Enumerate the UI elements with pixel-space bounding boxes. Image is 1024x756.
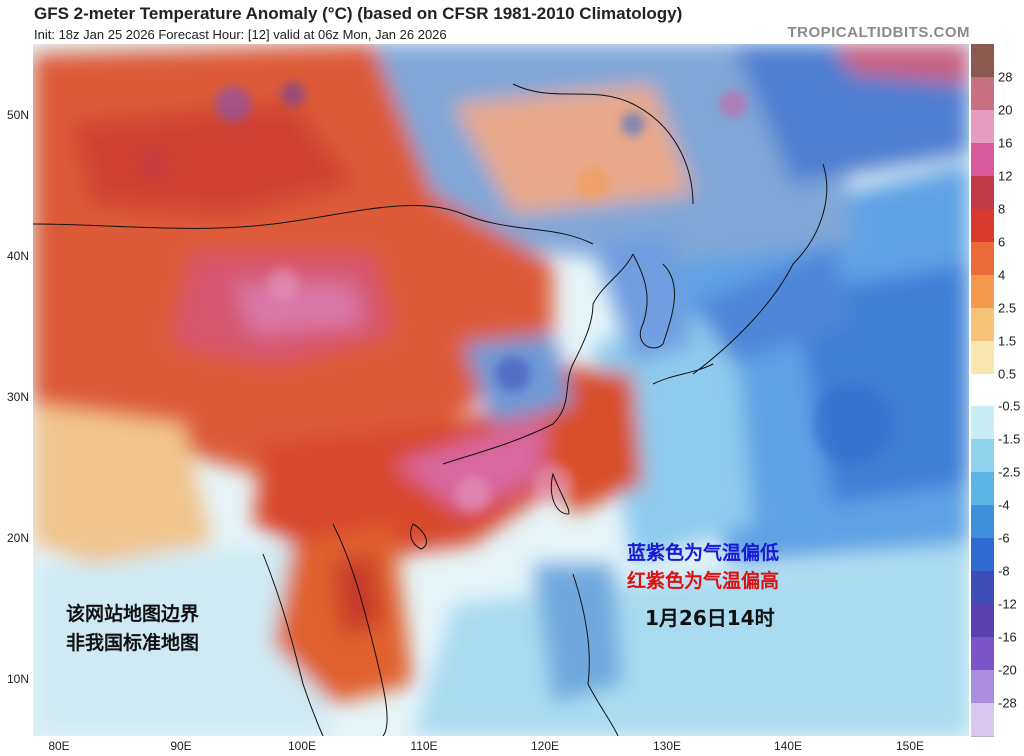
colorbar-swatch bbox=[971, 670, 994, 705]
date-note: 1月26日14时 bbox=[645, 606, 775, 630]
map-canvas bbox=[33, 44, 969, 736]
lon-label: 110E bbox=[410, 739, 438, 753]
colorbar-swatch bbox=[971, 44, 994, 78]
colorbar-label: 20 bbox=[998, 102, 1013, 118]
colorbar-label: 28 bbox=[998, 69, 1013, 85]
colorbar-label: 2.5 bbox=[998, 300, 1017, 316]
colorbar-label: 4 bbox=[998, 267, 1006, 283]
colorbar-swatch bbox=[971, 175, 994, 210]
blue-legend-note: 蓝紫色为气温偏低 bbox=[627, 542, 780, 564]
colorbar-swatch bbox=[971, 406, 994, 441]
colorbar-swatch bbox=[971, 208, 994, 243]
coastlines bbox=[33, 83, 828, 736]
lon-label: 120E bbox=[530, 739, 560, 753]
brand-watermark: TROPICALTIDBITS.COM bbox=[787, 24, 970, 41]
latitude-labels: 50N 40N 30N 20N 10N bbox=[0, 44, 33, 736]
colorbar-label: -4 bbox=[998, 497, 1010, 513]
anomaly-texture bbox=[139, 82, 893, 512]
colorbar-swatch bbox=[971, 505, 994, 540]
chart-title: GFS 2-meter Temperature Anomaly (°C) (ba… bbox=[34, 4, 683, 23]
colorbar-swatch bbox=[971, 340, 994, 375]
anomaly-field bbox=[33, 44, 969, 736]
colorbar-swatch bbox=[971, 439, 994, 474]
colorbar-label: 6 bbox=[998, 234, 1006, 250]
colorbar-label: 8 bbox=[998, 201, 1006, 217]
colorbar-swatch bbox=[971, 571, 994, 606]
colorbar-swatch bbox=[971, 142, 994, 177]
colorbar-label: -28 bbox=[998, 695, 1017, 711]
colorbar-swatch bbox=[971, 703, 994, 737]
longitude-labels: 80E 90E 100E 110E 120E 130E 140E 150E bbox=[33, 736, 969, 756]
lon-label: 130E bbox=[652, 739, 682, 753]
colorbar-label: -8 bbox=[998, 563, 1010, 579]
colorbar: 28 20 16 12 8 6 4 2.5 1.5 0.5 -0.5 -1.5 -2.5 -4 -6 -8 -1… bbox=[971, 44, 1024, 737]
colorbar-label: -12 bbox=[998, 596, 1017, 612]
colorbar-label: 16 bbox=[998, 135, 1013, 151]
colorbar-label: -1.5 bbox=[998, 431, 1021, 447]
lat-label: 10N bbox=[6, 672, 29, 686]
disclaimer-line: 非我国标准地图 bbox=[66, 632, 200, 654]
lat-label: 20N bbox=[6, 531, 29, 545]
colorbar-label: -16 bbox=[998, 629, 1017, 645]
colorbar-swatch bbox=[971, 274, 994, 309]
lon-label: 150E bbox=[895, 739, 925, 753]
colorbar-swatch bbox=[971, 109, 994, 144]
colorbar-swatch bbox=[971, 76, 994, 111]
chart-subtitle: Init: 18z Jan 25 2026 Forecast Hour: [12… bbox=[34, 27, 447, 42]
disclaimer-line: 该网站地图边界 bbox=[66, 603, 200, 625]
colorbar-label: 12 bbox=[998, 168, 1013, 184]
colorbar-swatch bbox=[971, 637, 994, 672]
lon-label: 140E bbox=[773, 739, 803, 753]
colorbar-label: -20 bbox=[998, 662, 1017, 678]
colorbar-swatch bbox=[971, 307, 994, 342]
lon-label: 90E bbox=[170, 739, 192, 753]
anomaly-map bbox=[33, 44, 969, 736]
map-disclaimer: 该网站地图边界 非我国标准地图 bbox=[66, 600, 199, 658]
lat-label: 50N bbox=[6, 108, 29, 122]
colorbar-swatch bbox=[971, 373, 994, 408]
lat-label: 30N bbox=[6, 390, 29, 404]
colorbar-label: -0.5 bbox=[998, 398, 1021, 414]
lat-label: 40N bbox=[6, 249, 29, 263]
colorbar-label: 1.5 bbox=[998, 333, 1017, 349]
colorbar-label: 0.5 bbox=[998, 366, 1017, 382]
colorbar-swatch bbox=[971, 538, 994, 573]
colorbar-label: -6 bbox=[998, 530, 1010, 546]
red-legend-note: 红紫色为气温偏高 bbox=[627, 570, 780, 592]
colorbar-swatch bbox=[971, 472, 994, 507]
lon-label: 80E bbox=[48, 739, 70, 753]
colorbar-swatch bbox=[971, 241, 994, 276]
lon-label: 100E bbox=[287, 739, 317, 753]
colorbar-label: -2.5 bbox=[998, 464, 1021, 480]
colorbar-swatch bbox=[971, 604, 994, 639]
